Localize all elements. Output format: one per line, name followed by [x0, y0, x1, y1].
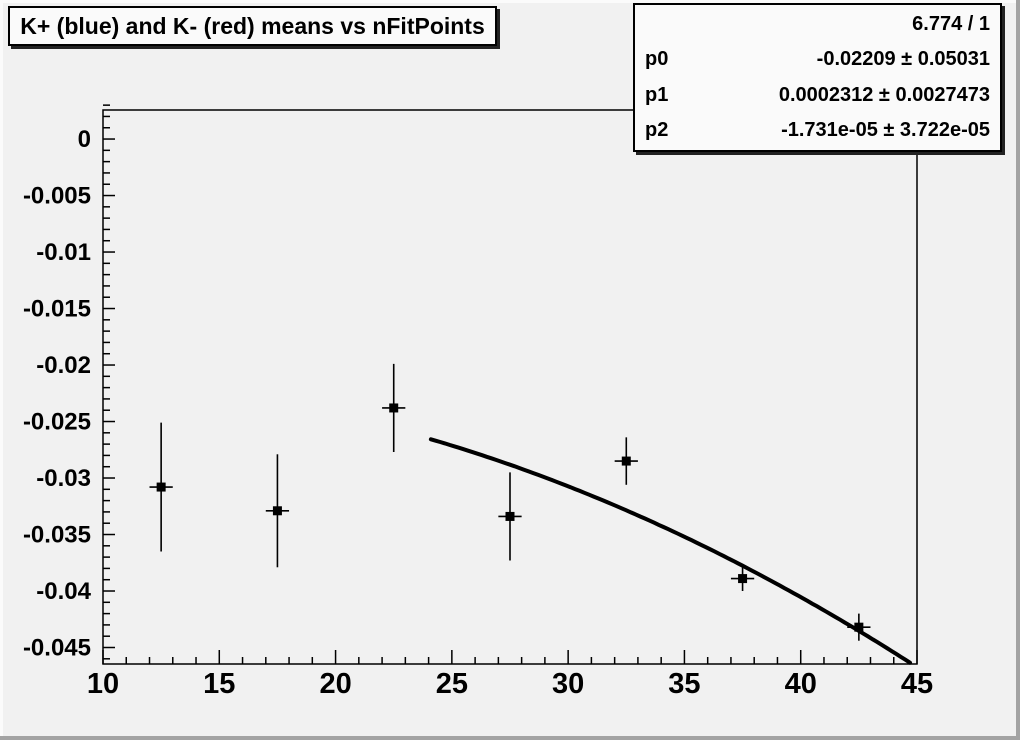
- canvas-border-left: [0, 0, 3, 740]
- x-tick-label: 15: [203, 668, 235, 700]
- x-tick-label: 30: [552, 668, 584, 700]
- data-point-marker: [505, 511, 515, 521]
- stats-param-row: p2 -1.731e-05 ± 3.722e-05: [635, 113, 1000, 148]
- title-box: K+ (blue) and K- (red) means vs nFitPoin…: [8, 6, 497, 46]
- x-tick-label: 25: [436, 668, 468, 700]
- y-tick-label: -0.005: [23, 183, 91, 210]
- plot-frame: [102, 109, 918, 665]
- fit-quality-value: 6.774 / 1: [912, 13, 990, 36]
- x-tick-label: 20: [319, 668, 351, 700]
- param-name: p0: [645, 48, 669, 71]
- param-value: -1.731e-05 ± 3.722e-05: [781, 118, 990, 141]
- param-value: -0.02209 ± 0.05031: [816, 48, 990, 71]
- y-tick-label: -0.02: [36, 352, 91, 379]
- data-point-marker: [389, 403, 399, 413]
- fit-curve: [428, 437, 912, 665]
- param-value: 0.0002312 ± 0.0027473: [778, 83, 990, 106]
- stats-fit-quality-row: 6.774 / 1: [635, 7, 1000, 42]
- y-tick-label: -0.03: [36, 465, 91, 492]
- canvas-border-top: [0, 0, 1020, 3]
- y-tick-label: -0.015: [23, 296, 91, 323]
- x-tick-label: 45: [901, 668, 933, 700]
- canvas-border-bottom: [0, 736, 1020, 740]
- y-tick-label: -0.04: [36, 578, 91, 605]
- x-tick-label: 10: [87, 668, 119, 700]
- data-point-marker: [738, 574, 748, 584]
- y-tick-label: -0.025: [23, 409, 91, 436]
- stats-param-row: p0 -0.02209 ± 0.05031: [635, 42, 1000, 77]
- x-tick-label: 40: [785, 668, 817, 700]
- param-name: p2: [645, 118, 669, 141]
- stats-box: 6.774 / 1 p0 -0.02209 ± 0.05031 p1 0.000231…: [633, 3, 1002, 152]
- y-tick-label: -0.035: [23, 522, 91, 549]
- y-tick-label: 0: [78, 126, 91, 153]
- x-tick-label: 35: [668, 668, 700, 700]
- data-point-marker: [621, 456, 631, 466]
- y-tick-label: -0.01: [36, 239, 91, 266]
- data-point-marker: [272, 506, 282, 516]
- stats-param-row: p1 0.0002312 ± 0.0027473: [635, 78, 1000, 113]
- y-tick-label: -0.045: [23, 635, 91, 662]
- plot-title: K+ (blue) and K- (red) means vs nFitPoin…: [20, 12, 485, 39]
- param-name: p1: [645, 83, 669, 106]
- data-point-marker: [156, 482, 166, 492]
- canvas-border-right: [1016, 0, 1020, 740]
- data-point-marker: [854, 622, 864, 632]
